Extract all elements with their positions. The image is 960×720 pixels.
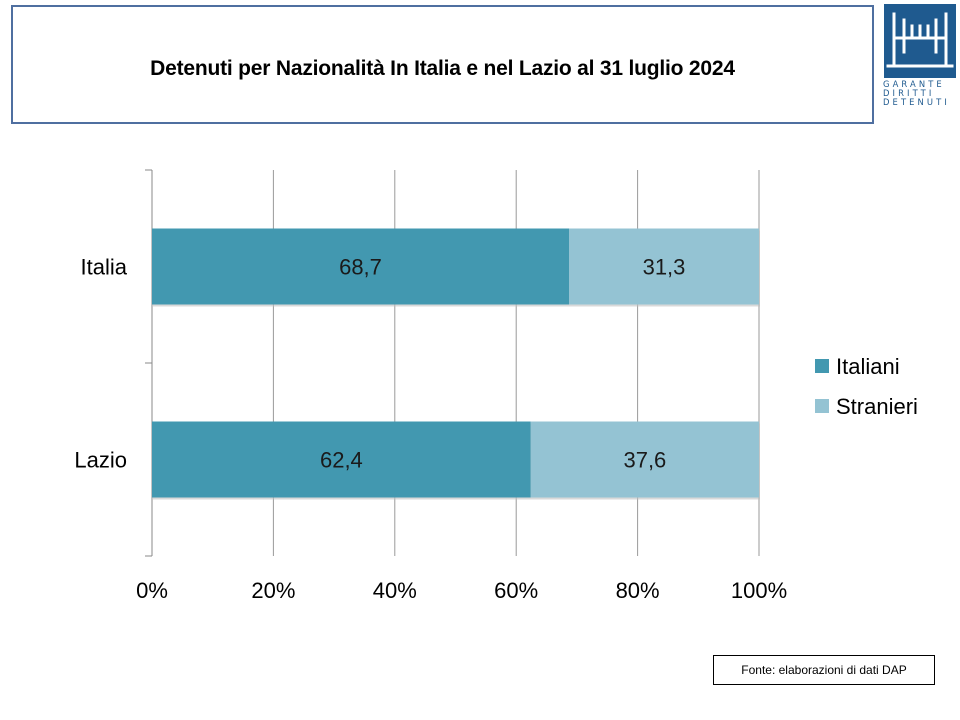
legend-label: Italiani (836, 354, 900, 379)
x-tick-label: 80% (616, 578, 660, 603)
legend-label: Stranieri (836, 394, 918, 419)
category-label: Italia (81, 255, 128, 280)
bar-stranieri-italia (569, 228, 759, 305)
logo-text-line-1: GARANTE (883, 79, 945, 89)
data-label: 31,3 (643, 255, 686, 280)
source-note: Fonte: elaborazioni di dati DAP (713, 655, 935, 685)
x-tick-label: 40% (373, 578, 417, 603)
x-tick-label: 60% (494, 578, 538, 603)
legend-swatch (815, 359, 829, 373)
bar-stranieri-lazio (530, 421, 759, 498)
x-tick-label: 100% (731, 578, 787, 603)
data-label: 62,4 (320, 448, 363, 473)
chart-title: Detenuti per Nazionalità In Italia e nel… (150, 57, 735, 80)
x-tick-label: 0% (136, 578, 168, 603)
category-label: Lazio (74, 448, 127, 473)
legend-swatch (815, 399, 829, 413)
logo-emblem-icon (884, 4, 956, 78)
bar-italiani-italia (152, 228, 570, 305)
data-label: 37,6 (623, 448, 666, 473)
garante-logo: GARANTE DIRITTI DETENUTI (880, 4, 960, 108)
title-box: Detenuti per Nazionalità In Italia e nel… (11, 5, 874, 124)
logo-text-line-3: DETENUTI (883, 97, 950, 107)
bar-italiani-lazio (152, 421, 531, 498)
data-label: 68,7 (339, 255, 382, 280)
logo-text-line-2: DIRITTI (883, 88, 935, 98)
x-tick-label: 20% (251, 578, 295, 603)
